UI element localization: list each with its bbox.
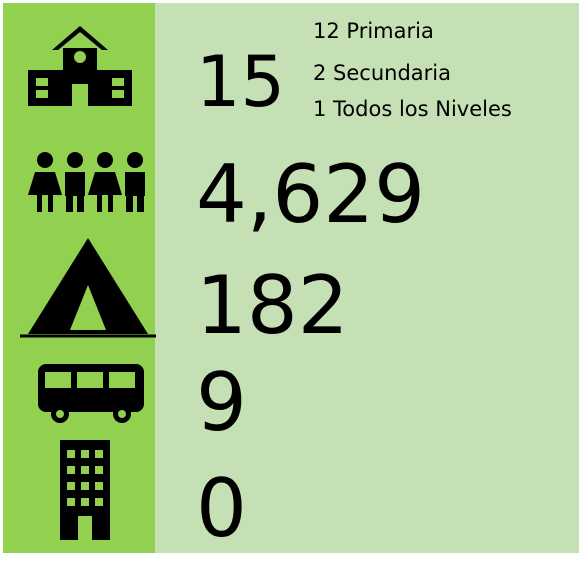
detail-line: 2 Secundaria — [313, 61, 451, 85]
tent-icon — [20, 238, 156, 338]
detail-line: 12 Primaria — [313, 19, 434, 43]
content-panel — [155, 3, 579, 553]
building-icon — [60, 440, 110, 540]
detail-line: 1 Todos los Niveles — [313, 97, 512, 121]
tents-count: 182 — [196, 259, 349, 352]
buses-count: 9 — [196, 356, 247, 449]
school-icon — [28, 26, 132, 106]
people-icon — [28, 152, 145, 212]
buildings-count: 0 — [196, 462, 247, 555]
bus-icon — [38, 364, 144, 423]
schools-count: 15 — [196, 41, 285, 123]
people-count: 4,629 — [196, 148, 425, 241]
